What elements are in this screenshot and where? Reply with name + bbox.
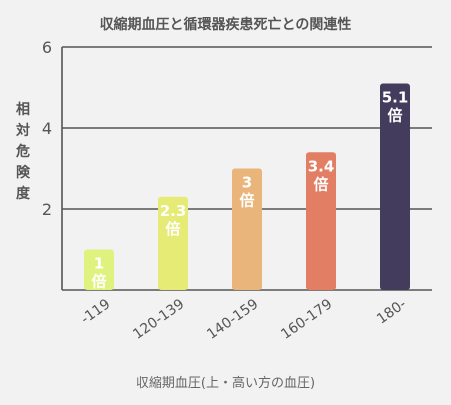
x-tick-label-2: 140-159 — [204, 296, 261, 343]
x-tick-label-3: 160-179 — [278, 296, 335, 343]
y-tick-label-4: 4 — [42, 119, 52, 138]
y-axis-label-char-3: 険 — [16, 165, 30, 181]
bar-2 — [232, 168, 262, 290]
data-label-unit-0: 倍 — [91, 273, 106, 291]
y-axis-label-char-4: 度 — [16, 186, 30, 202]
y-axis-label-char-1: 対 — [16, 123, 30, 139]
bar-1 — [158, 196, 188, 290]
x-axis-label: 収縮期血圧(上・高い方の血圧) — [135, 376, 316, 391]
x-tick-label-4: 180- — [374, 296, 409, 327]
bar-0 — [84, 249, 114, 290]
data-label-3: 3.4 — [308, 157, 335, 175]
data-label-4: 5.1 — [382, 88, 409, 106]
y-axis-label-char-0: 相 — [16, 102, 30, 118]
y-axis-label-char-2: 危 — [16, 144, 30, 160]
x-tick-label-0: -119 — [78, 296, 113, 327]
data-label-2: 3 — [242, 174, 252, 192]
data-label-unit-2: 倍 — [239, 192, 254, 210]
data-label-0: 1 — [94, 255, 104, 273]
data-label-unit-3: 倍 — [313, 175, 328, 193]
bar-4 — [380, 83, 410, 290]
y-tick-label-2: 2 — [42, 200, 52, 219]
data-label-1: 2.3 — [160, 202, 187, 220]
data-label-unit-4: 倍 — [387, 106, 402, 124]
y-tick-label-6: 6 — [42, 38, 52, 57]
data-label-unit-1: 倍 — [165, 220, 180, 238]
bar-3 — [306, 152, 336, 290]
chart-title: 収縮期血圧と循環器疾患死亡との関連性 — [99, 17, 352, 33]
y-axis-label: 相対危険度 — [12, 100, 34, 205]
x-tick-label-1: 120-139 — [130, 296, 187, 343]
